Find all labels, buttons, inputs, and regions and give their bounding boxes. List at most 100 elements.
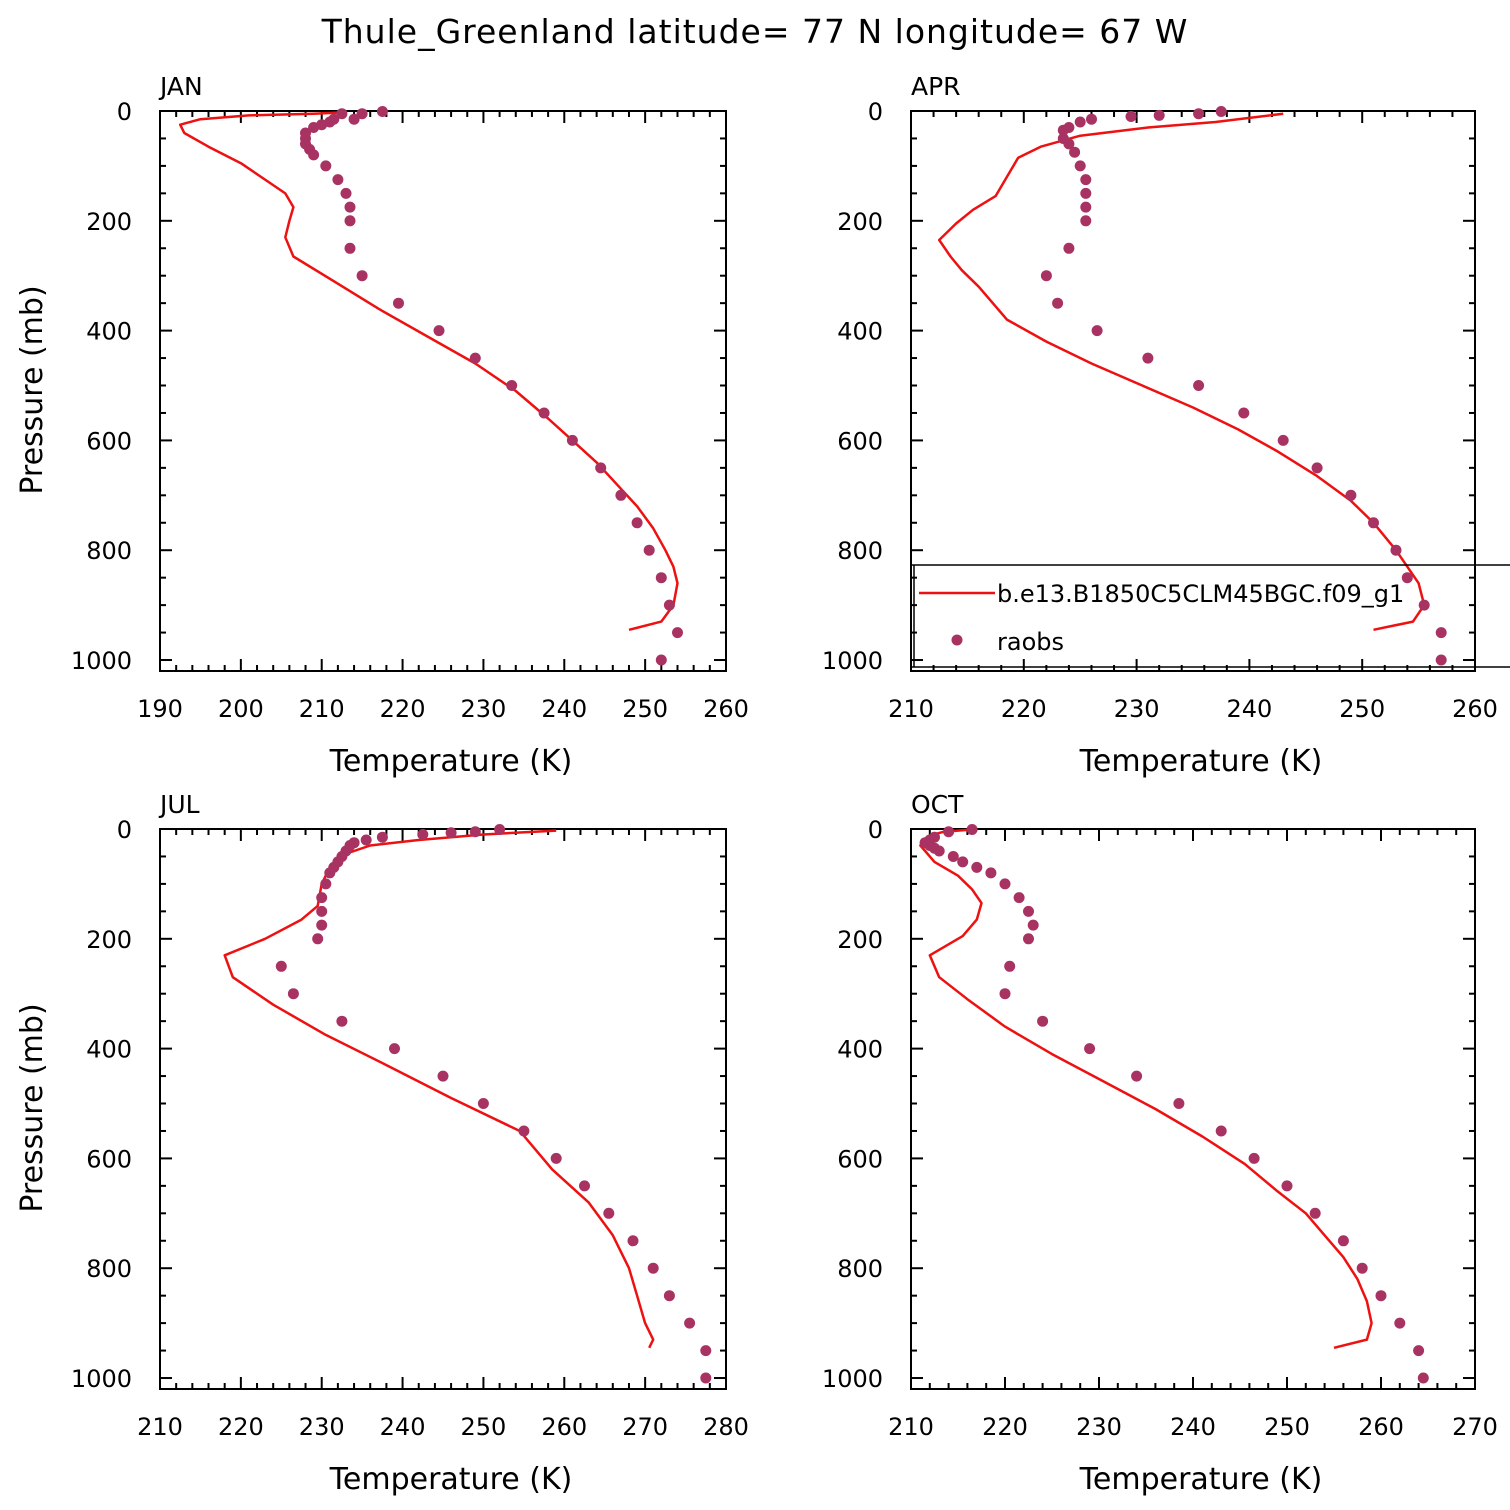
raobs-point <box>360 834 372 846</box>
plot-frame-apr <box>910 110 1476 672</box>
raobs-point <box>1248 1152 1260 1164</box>
raobs-point <box>1080 174 1092 186</box>
raobs-point <box>320 160 332 172</box>
panel-apr: APR 210 220 230 240 250 260 0 200 400 600 800 1000 Te… <box>822 72 1510 779</box>
x-tick-label: 260 <box>1452 695 1498 723</box>
x-tick-label: 230 <box>299 1413 345 1441</box>
raobs-point <box>287 988 299 1000</box>
raobs-point <box>603 1207 615 1219</box>
model-line-oct <box>919 828 1373 1350</box>
y-tick-label: 400 <box>837 318 883 346</box>
panel-jan: JAN 190 200 210 220 230 240 250 260 0 200 400 600 800… <box>15 72 749 779</box>
raobs-point <box>1277 434 1289 446</box>
raobs-point <box>655 654 667 666</box>
raobs-point <box>376 831 388 843</box>
raobs-point <box>579 1180 590 1192</box>
raobs-point <box>469 826 481 838</box>
raobs-point <box>1074 160 1086 172</box>
legend-label-model: b.e13.B1850C5CLM45BGC.f09_g1 <box>997 580 1404 608</box>
raobs-point <box>336 108 348 120</box>
raobs-point <box>943 826 955 838</box>
raobs-point <box>1013 892 1025 904</box>
raobs-point <box>1057 133 1069 144</box>
raobs-point <box>1080 187 1092 199</box>
x-tick-label: 230 <box>461 695 507 723</box>
raobs-point <box>684 1317 696 1329</box>
raobs-point <box>1080 215 1092 227</box>
raobs-point <box>477 1098 489 1109</box>
raobs-point <box>1037 1015 1049 1027</box>
x-tick-label: 210 <box>888 1413 934 1441</box>
panel-label-jan: JAN <box>158 72 203 101</box>
raobs-point <box>1091 325 1103 337</box>
raobs-point <box>1080 201 1092 213</box>
x-tick-label: 250 <box>622 695 668 723</box>
x-tick-label: 270 <box>1452 1413 1498 1441</box>
raobs-point <box>340 187 352 199</box>
raobs-point <box>1238 407 1250 419</box>
y-tick-label: 0 <box>117 816 132 844</box>
raobs-point <box>344 215 356 227</box>
plot-frame-jan <box>159 110 727 672</box>
x-tick-label: 220 <box>218 1413 264 1441</box>
raobs-point <box>595 462 607 474</box>
raobs-point <box>1311 462 1323 474</box>
y-tick-label: 600 <box>837 1145 883 1173</box>
x-tick-label: 250 <box>1264 1413 1310 1441</box>
raobs-point <box>300 127 311 139</box>
raobs-point <box>647 1262 659 1274</box>
panel-label-jul: JUL <box>158 790 200 819</box>
raobs-point <box>1023 905 1034 917</box>
y-tick-label: 400 <box>837 1036 883 1064</box>
y-tick-label: 200 <box>837 926 883 954</box>
raobs-point <box>1125 111 1137 122</box>
x-tick-label: 230 <box>1114 695 1160 723</box>
y-tick-label: 0 <box>868 98 883 126</box>
raobs-point <box>985 867 997 879</box>
raobs-point <box>966 824 978 835</box>
raobs-point <box>643 544 655 556</box>
x-tick-label: 260 <box>703 695 749 723</box>
panel-oct: OCT 210 220 230 240 250 260 270 0 200 400 600 800 100… <box>822 790 1498 1497</box>
panel-jul: JUL 210 220 230 240 250 260 270 280 0 200 400 600 800… <box>15 790 749 1497</box>
panel-label-oct: OCT <box>911 790 964 819</box>
raobs-point <box>344 201 356 213</box>
raobs-point <box>348 113 360 125</box>
raobs-point <box>1390 544 1402 556</box>
legend-marker-swatch <box>951 634 963 646</box>
x-tick-label: 240 <box>541 695 587 723</box>
raobs-point <box>1084 1043 1096 1055</box>
raobs-point <box>1309 1207 1321 1219</box>
x-tick-label: 210 <box>888 695 934 723</box>
raobs-point <box>1131 1070 1143 1082</box>
raobs-point <box>1052 297 1064 309</box>
panel-label-apr: APR <box>911 72 961 101</box>
y-axis-label: Pressure (mb) <box>15 285 50 494</box>
raobs-point <box>538 407 550 419</box>
raobs-point <box>1173 1098 1185 1109</box>
x-tick-label: 240 <box>1226 695 1272 723</box>
raobs-point <box>999 878 1011 890</box>
y-tick-label: 800 <box>837 537 883 565</box>
raobs-point <box>433 325 445 337</box>
raobs-point <box>437 1070 449 1082</box>
x-tick-label: 260 <box>1358 1413 1404 1441</box>
raobs-point <box>672 627 683 639</box>
raobs-point <box>1086 113 1097 125</box>
y-tick-label: 1000 <box>71 1365 132 1393</box>
raobs-point <box>999 988 1011 1000</box>
raobs-point <box>1074 116 1086 128</box>
raobs-point <box>332 174 344 186</box>
plot-frame-oct <box>910 828 1476 1390</box>
x-tick-label: 220 <box>380 695 426 723</box>
y-tick-label: 1000 <box>822 647 883 675</box>
raobs-point <box>1435 654 1447 666</box>
raobs-point <box>312 933 324 945</box>
raobs-point <box>445 827 457 839</box>
raobs-point <box>1337 1235 1349 1247</box>
raobs-point <box>1215 106 1227 117</box>
plot-frame-jul <box>159 828 727 1390</box>
x-tick-label: 280 <box>703 1413 749 1441</box>
